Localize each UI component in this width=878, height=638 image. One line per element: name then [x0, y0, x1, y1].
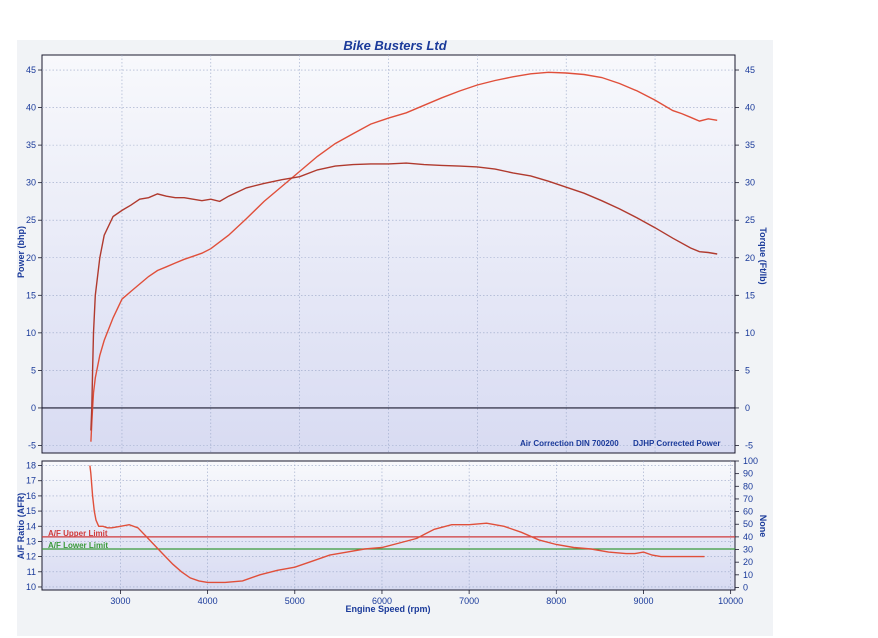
torque-tick-label: -5 — [745, 440, 753, 450]
none-tick-label: 90 — [743, 469, 753, 479]
rpm-tick-label: 7000 — [459, 596, 479, 606]
none-tick-label: 10 — [743, 570, 753, 580]
rpm-tick-label: 3000 — [110, 596, 130, 606]
power-tick-label: 10 — [26, 328, 36, 338]
power-tick-label: 25 — [26, 215, 36, 225]
power-curve — [90, 71, 718, 442]
rpm-tick-label: 8000 — [546, 596, 566, 606]
none-tick-label: 0 — [743, 582, 748, 592]
chart-title: Bike Busters Ltd — [343, 38, 447, 53]
afr-grid — [38, 460, 739, 594]
torque-tick-label: 30 — [745, 178, 755, 188]
power-tick-label: 5 — [31, 365, 36, 375]
power-axis-ticks: -5 0 5 10 15 20 25 30 35 40 45 — [26, 65, 36, 450]
torque-tick-label: 5 — [745, 365, 750, 375]
power-tick-label: 30 — [26, 178, 36, 188]
power-tick-label: -5 — [28, 440, 36, 450]
afr-tick-label: 16 — [26, 491, 36, 501]
none-axis-ticks: 0 10 20 30 40 50 60 70 80 90 100 — [743, 456, 758, 592]
none-axis-label: None — [758, 515, 768, 538]
torque-tick-label: 20 — [745, 253, 755, 263]
rpm-tick-label: 5000 — [285, 596, 305, 606]
afr-panel: 10 11 12 13 14 15 16 17 18 0 10 20 30 40 50 60 70 80 90 10… — [16, 456, 768, 614]
rpm-tick-label: 6000 — [372, 596, 392, 606]
power-torque-plot-area — [41, 54, 736, 454]
power-axis-label: Power (bhp) — [16, 226, 26, 278]
afr-axis-ticks: 10 11 12 13 14 15 16 17 18 — [26, 461, 36, 592]
power-torque-panel: -5 0 5 10 15 20 25 30 35 40 45 -5 0 5 10 15 20 25 30 35 40 4… — [16, 54, 768, 454]
torque-axis-ticks: -5 0 5 10 15 20 25 30 35 40 45 — [745, 65, 755, 450]
afr-upper-limit-label: A/F Upper Limit — [48, 529, 108, 538]
afr-tick-label: 12 — [26, 552, 36, 562]
corrected-power-note: DJHP Corrected Power — [633, 439, 720, 448]
torque-tick-label: 35 — [745, 140, 755, 150]
afr-plot-area — [41, 460, 736, 591]
torque-tick-label: 15 — [745, 290, 755, 300]
none-tick-label: 70 — [743, 494, 753, 504]
afr-tick-label: 15 — [26, 506, 36, 516]
afr-tick-label: 10 — [26, 582, 36, 592]
rpm-axis-ticks: 3000 4000 5000 6000 7000 8000 9000 10000 — [110, 596, 743, 606]
power-tick-label: 45 — [26, 65, 36, 75]
none-tick-label: 100 — [743, 456, 758, 466]
power-tick-label: 35 — [26, 140, 36, 150]
torque-curve — [90, 162, 718, 431]
air-correction-note: Air Correction DIN 700200 — [520, 439, 619, 448]
afr-tick-label: 13 — [26, 536, 36, 546]
afr-tick-label: 14 — [26, 521, 36, 531]
afr-tick-label: 17 — [26, 476, 36, 486]
afr-curve — [89, 465, 705, 584]
afr-lower-limit-label: A/F Lower Limit — [48, 541, 108, 550]
torque-tick-label: 10 — [745, 328, 755, 338]
none-tick-label: 80 — [743, 481, 753, 491]
afr-tick-label: 18 — [26, 461, 36, 471]
rpm-tick-label: 4000 — [198, 596, 218, 606]
rpm-tick-label: 10000 — [718, 596, 743, 606]
torque-tick-label: 45 — [745, 65, 755, 75]
rpm-tick-label: 9000 — [633, 596, 653, 606]
none-tick-label: 20 — [743, 557, 753, 567]
torque-tick-label: 0 — [745, 403, 750, 413]
rpm-axis-label: Engine Speed (rpm) — [345, 604, 430, 614]
none-tick-label: 30 — [743, 545, 753, 555]
torque-tick-label: 25 — [745, 215, 755, 225]
power-tick-label: 0 — [31, 403, 36, 413]
torque-tick-label: 40 — [745, 103, 755, 113]
torque-axis-label: Torque (Ft/lb) — [758, 227, 768, 284]
none-tick-label: 50 — [743, 519, 753, 529]
power-tick-label: 15 — [26, 290, 36, 300]
afr-tick-label: 11 — [27, 567, 36, 577]
power-tick-label: 40 — [26, 103, 36, 113]
none-tick-label: 40 — [743, 532, 753, 542]
afr-axis-label: A/F Ratio (AFR) — [16, 493, 26, 560]
none-tick-label: 60 — [743, 507, 753, 517]
power-tick-label: 20 — [26, 253, 36, 263]
